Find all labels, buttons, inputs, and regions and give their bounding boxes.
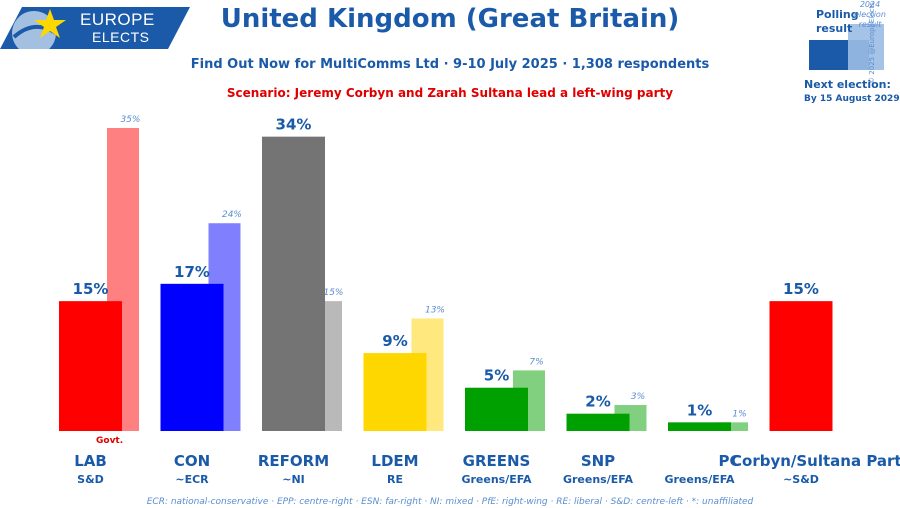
poll-value-label: 1%: [687, 401, 712, 419]
party-group-label: Greens/EFA: [461, 473, 532, 486]
party-group-label: Greens/EFA: [562, 473, 634, 486]
poll-value-label: 17%: [174, 263, 210, 281]
party-name-label: CON: [173, 452, 211, 470]
election-value-label: 3%: [631, 392, 645, 402]
election-value-label: 1%: [732, 409, 746, 419]
election-value-label: 35%: [120, 115, 140, 125]
party-name-label: SNP: [580, 452, 616, 470]
poll-value-label: 34%: [276, 116, 312, 134]
party-group-label: RE: [387, 473, 403, 486]
poll-value-label: 15%: [73, 280, 109, 298]
party-name-label: LAB: [74, 452, 107, 470]
chart-title: United Kingdom (Great Britain): [220, 4, 680, 34]
election-bar-pc: [716, 422, 748, 431]
poll-bar-ldem: [363, 353, 427, 431]
party-name-label: Corbyn/Sultana Party: [731, 452, 900, 470]
election-value-label: 13%: [425, 305, 445, 315]
legend: [809, 24, 884, 70]
poll-value-label: 5%: [484, 367, 509, 385]
next-election-date: By 15 August 2029: [804, 94, 900, 104]
next-election-label: Next election:: [804, 78, 891, 91]
logo-text-elects: ELECTS: [92, 29, 150, 45]
chart-subtitle: Find Out Now for MultiComms Ltd · 9-10 J…: [190, 57, 710, 72]
poll-bar-corbyn-sultana-party: [769, 301, 833, 431]
poll-bar-snp: [566, 413, 630, 431]
party-group-label: Greens/EFA: [664, 473, 735, 486]
legend-election-label: 2024 election result: [854, 0, 886, 29]
party-name-label: LDEM: [371, 452, 419, 470]
poll-bar-con: [160, 283, 224, 431]
poll-bar-pc: [668, 422, 731, 431]
election-value-label: 7%: [529, 357, 543, 367]
poll-value-label: 15%: [783, 280, 819, 298]
party-name-label: PC: [718, 452, 741, 470]
poll-bar-lab: [59, 301, 122, 431]
election-value-label: 15%: [323, 288, 343, 298]
logo-text-europe: EUROPE: [80, 10, 155, 29]
government-annotation: Govt.: [96, 436, 124, 446]
legend-polling-label: Polling result: [816, 8, 859, 35]
poll-value-label: 9%: [382, 332, 407, 350]
footer-abbreviations: ECR: national-conservative · EPP: centre…: [146, 497, 754, 507]
party-group-label: ~S&D: [783, 473, 819, 486]
party-group-label: ~ECR: [175, 473, 209, 486]
scenario-note: Scenario: Jeremy Corbyn and Zarah Sultan…: [226, 86, 674, 100]
europe-elects-logo: [0, 7, 190, 49]
party-name-label: REFORM: [257, 452, 330, 470]
election-value-label: 24%: [222, 210, 242, 220]
poll-bar-reform: [262, 136, 325, 431]
poll-bar-greens: [465, 387, 528, 431]
party-name-label: GREENS: [462, 452, 531, 470]
party-group-label: ~NI: [282, 473, 305, 486]
poll-value-label: 2%: [585, 393, 610, 411]
party-group-label: S&D: [77, 473, 104, 486]
